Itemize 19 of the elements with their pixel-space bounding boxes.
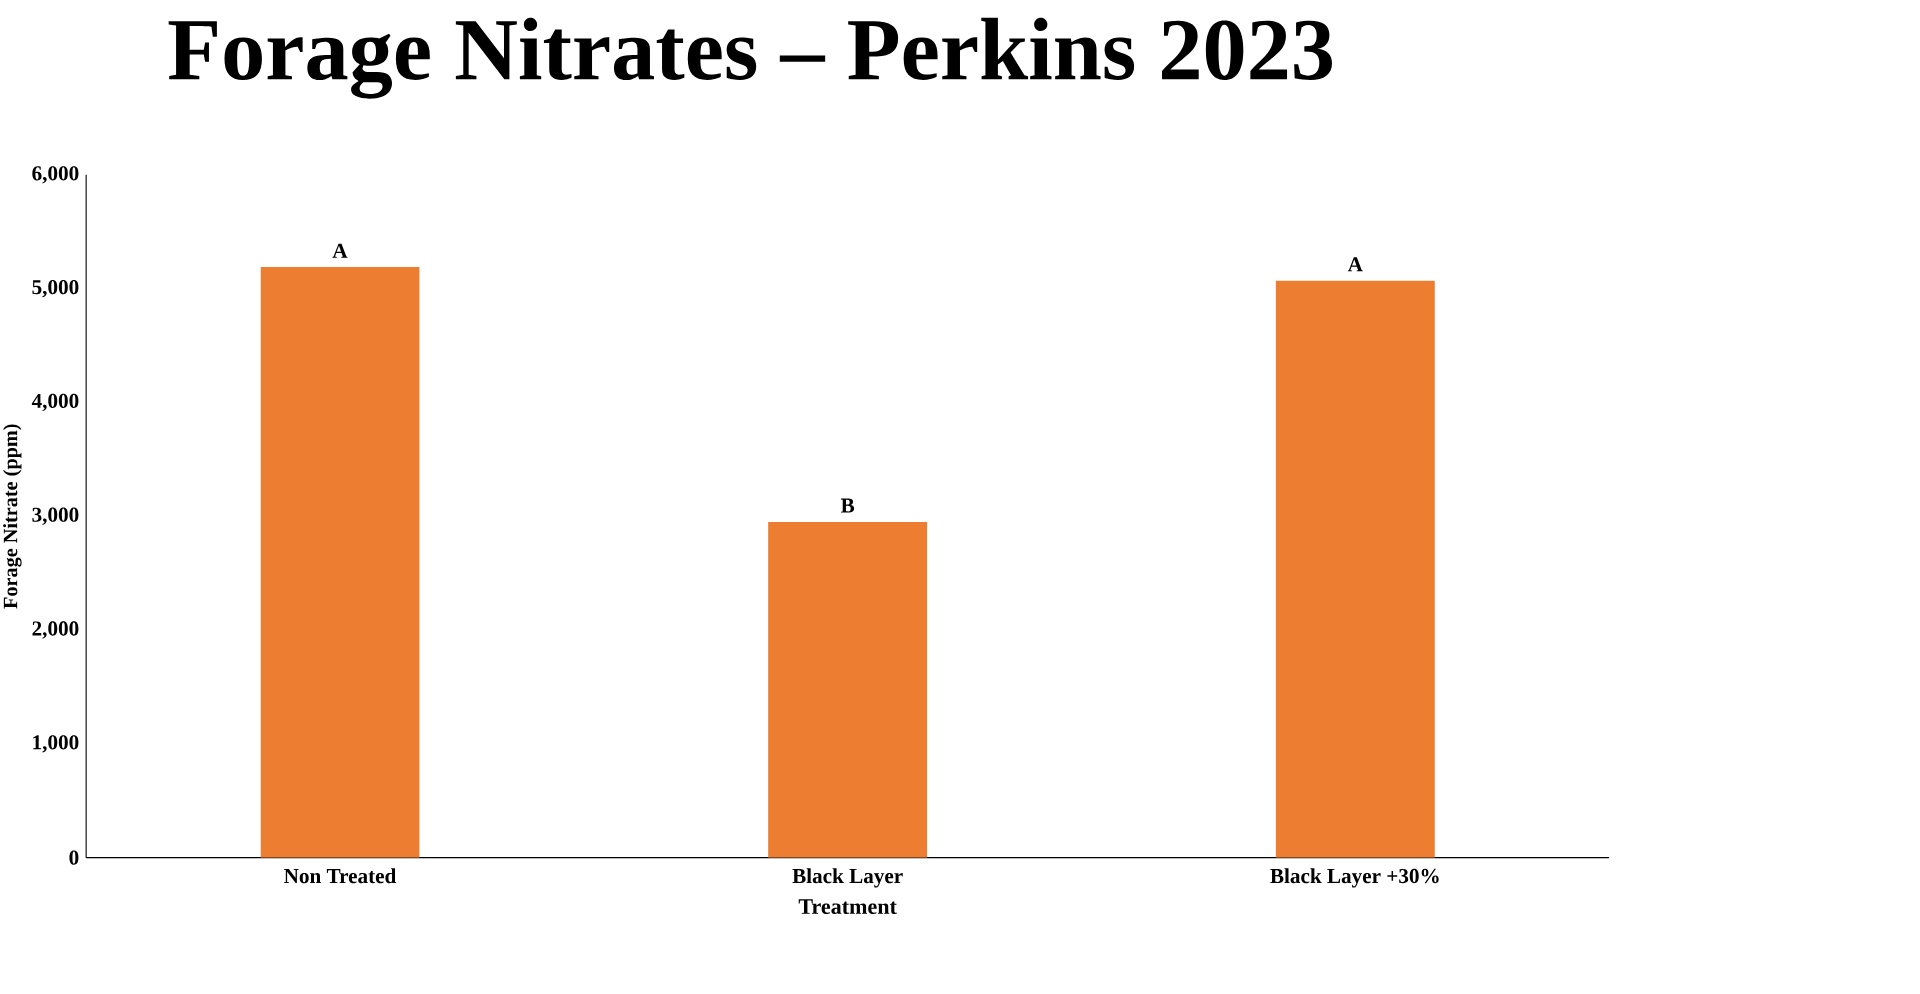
chart-title: Forage Nitrates – Perkins 2023 [168,17,1332,99]
x-tick-label: Non Treated [284,868,397,884]
y-tick-label: 6,000 [32,166,79,184]
data-label: A [332,243,348,258]
y-axis-title: Forage Nitrate (ppm) [3,424,22,609]
x-axis-title: Treatment [798,899,897,915]
y-tick-label: 2,000 [32,621,79,639]
y-tick-label: 3,000 [32,507,79,525]
y-tick-label: 0 [69,850,79,865]
data-label: A [1347,257,1363,272]
x-tick-label: Black Layer [792,868,903,888]
bar [768,522,928,858]
x-tick-label: Black Layer +30% [1270,868,1439,888]
bar [1275,280,1435,858]
y-tick-label: 1,000 [33,735,79,753]
bar [260,267,420,858]
y-tick-label: 5,000 [32,280,79,298]
data-label: B [840,498,855,513]
y-tick-label: 4,000 [31,393,79,412]
